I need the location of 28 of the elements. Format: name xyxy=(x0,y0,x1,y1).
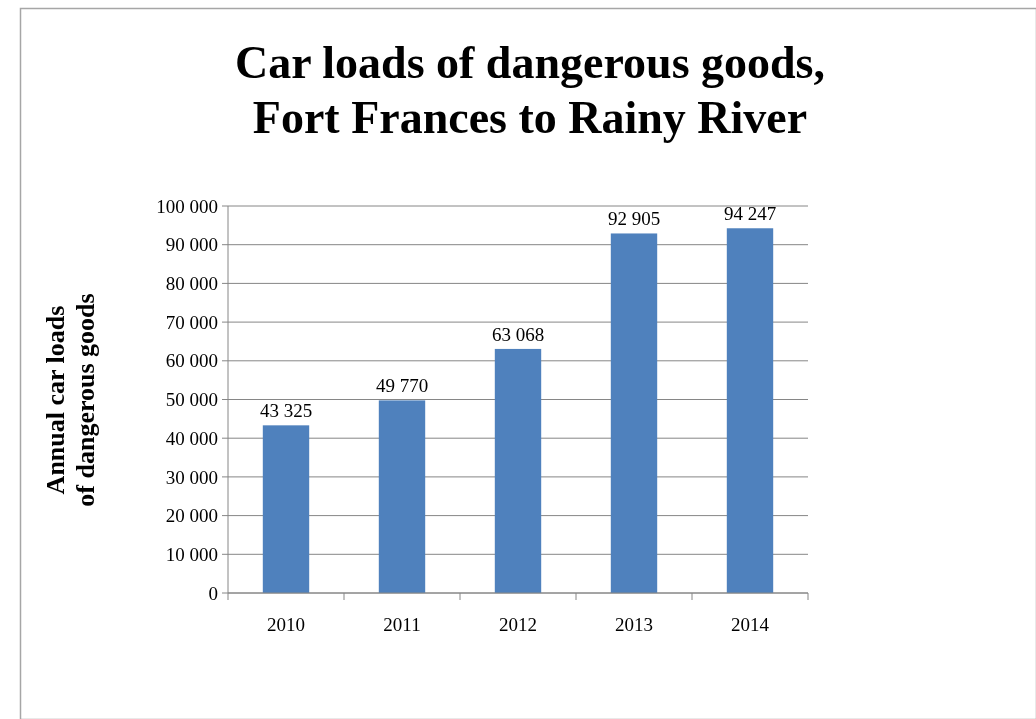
data-label: 43 325 xyxy=(259,400,313,422)
y-tick-label: 60 000 xyxy=(165,350,218,372)
bar xyxy=(726,228,774,593)
y-tick-label: 20 000 xyxy=(165,505,218,527)
chart-title: Car loads of dangerous goods, Fort Frances to Rainy River xyxy=(234,37,826,143)
y-tick-label: 10 000 xyxy=(165,543,218,565)
y-tick-label: 50 000 xyxy=(165,389,218,411)
y-tick-label: 100 000 xyxy=(156,195,218,217)
data-label: 94 247 xyxy=(723,203,777,225)
y-tick-label: 80 000 xyxy=(165,273,218,295)
y-tick-label: 0 xyxy=(208,582,218,604)
x-tick-label: 2013 xyxy=(615,614,653,635)
data-label: 63 068 xyxy=(491,323,545,345)
data-label: 49 770 xyxy=(375,375,429,397)
y-tick-label: 70 000 xyxy=(165,311,218,333)
y-tick-label: 90 000 xyxy=(165,234,218,256)
bar xyxy=(378,400,426,593)
y-tick-label: 30 000 xyxy=(165,466,218,488)
x-tick-label: 2010 xyxy=(267,614,305,635)
y-axis-title: Annual car loads of dangerous goods xyxy=(41,293,100,507)
bar xyxy=(610,233,658,593)
bar xyxy=(262,425,310,593)
x-tick-label: 2012 xyxy=(499,614,537,635)
bar xyxy=(494,348,542,593)
data-label: 92 905 xyxy=(607,208,661,230)
x-tick-label: 2011 xyxy=(383,614,421,635)
y-tick-label: 40 000 xyxy=(165,427,218,449)
x-tick-label: 2014 xyxy=(731,614,770,635)
